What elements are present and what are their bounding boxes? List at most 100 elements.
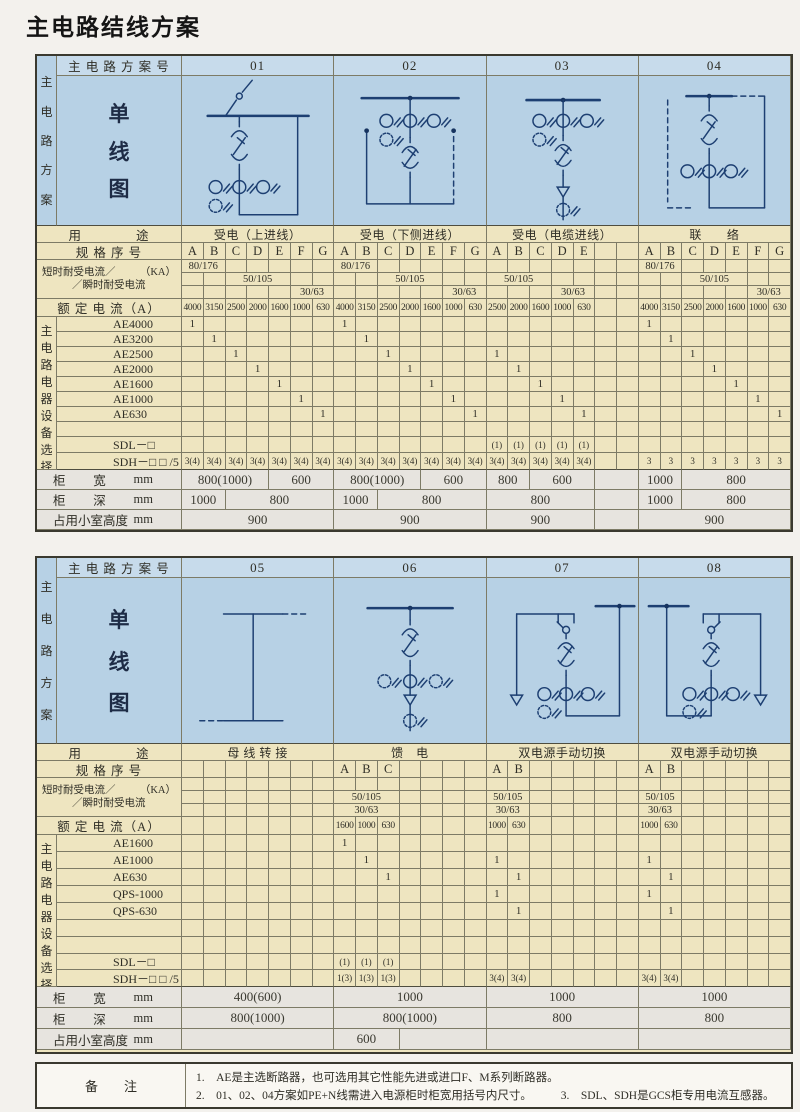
height-value-cell	[182, 1029, 335, 1050]
height-value-cell	[486, 1029, 639, 1050]
mark-cell	[769, 422, 791, 437]
withstand-empty-cell	[421, 791, 443, 804]
mark-cell	[769, 362, 791, 377]
row-label-withstand: 短时耐受电流／ （KA） ／瞬时耐受电流	[37, 778, 182, 817]
mark-cell	[725, 835, 748, 852]
sdl-value-cell	[508, 954, 530, 970]
mark-cell: 1	[508, 362, 530, 377]
mark-cell	[486, 332, 509, 347]
sdl-value-cell	[725, 437, 748, 453]
mark-cell	[269, 869, 291, 886]
withstand-empty-cell	[203, 791, 226, 804]
mark-cell: 1	[464, 407, 487, 422]
row-label-width: 柜宽 mm	[37, 987, 182, 1008]
row-label-height: 占用小室高度 mm	[37, 510, 182, 530]
withstand-empty-cell	[269, 804, 291, 817]
mark-cell	[399, 377, 422, 392]
rated-current-cell: 3150	[356, 299, 378, 317]
rated-current-cell	[464, 817, 487, 835]
notes-label: 备 注	[37, 1064, 186, 1107]
spec-letter-cell	[247, 761, 269, 778]
sdh-value-cell: 3(4)	[660, 970, 683, 987]
note-item-3: 3. SDL、SDH是GCS柜专用电流互感器。	[560, 1089, 775, 1102]
sdh-value-cell: 3(4)	[269, 453, 291, 470]
mark-cell	[464, 362, 487, 377]
mark-cell	[704, 347, 726, 362]
sdh-value-cell	[312, 970, 335, 987]
withstand-empty-cell	[682, 260, 704, 273]
mark-cell	[421, 332, 443, 347]
mark-cell	[334, 332, 356, 347]
spec-letter-cell: F	[747, 243, 770, 260]
withstand-empty-cell	[312, 273, 335, 286]
sdh-value-cell: 3(4)	[356, 453, 378, 470]
mark-cell	[443, 903, 465, 920]
mark-cell	[682, 920, 704, 937]
height-value-cell	[399, 1029, 487, 1050]
mark-cell	[377, 377, 400, 392]
mark-cell	[247, 852, 269, 869]
mark-cell	[421, 835, 443, 852]
mark-cell	[617, 362, 639, 377]
withstand-empty-cell	[443, 778, 465, 791]
spec-letter-cell: A	[638, 761, 661, 778]
mark-cell	[725, 869, 748, 886]
mark-cell	[508, 392, 530, 407]
mark-cell	[312, 392, 335, 407]
diagram-caption: 单线图	[57, 578, 182, 744]
equipment-name: AE630	[57, 407, 182, 422]
mark-cell	[247, 886, 269, 903]
mark-cell	[269, 362, 291, 377]
mark-cell	[312, 937, 335, 954]
rated-current-cell	[530, 817, 552, 835]
mark-cell	[290, 886, 313, 903]
mark-cell	[486, 422, 509, 437]
rated-current-cell: 1600	[421, 299, 443, 317]
mark-cell	[377, 835, 400, 852]
spec-letter-cell: A	[486, 243, 509, 260]
withstand-empty-cell	[508, 286, 530, 299]
rated-current-cell	[704, 817, 726, 835]
depth-value-cell: 1000	[638, 490, 683, 510]
row-label-width: 柜宽 mm	[37, 470, 182, 490]
mark-cell	[508, 407, 530, 422]
mark-cell	[182, 937, 204, 954]
spec-letter-cell: B	[660, 761, 683, 778]
sdh-value-cell	[203, 970, 226, 987]
mark-cell	[638, 332, 661, 347]
withstand-empty-cell	[334, 286, 356, 299]
mark-cell	[225, 407, 248, 422]
spec-letter-cell	[269, 761, 291, 778]
mark-cell	[486, 407, 509, 422]
withstand-empty-cell	[551, 273, 574, 286]
withstand-empty-cell	[421, 804, 443, 817]
mark-cell	[530, 362, 552, 377]
mark-cell	[290, 835, 313, 852]
depth-value-cell: 1000	[334, 490, 378, 510]
mark-cell	[551, 332, 574, 347]
mark-cell	[356, 377, 378, 392]
sdl-value-cell	[399, 437, 422, 453]
width-value-cell: 1000	[486, 987, 639, 1008]
mark-cell	[269, 332, 291, 347]
mark-cell	[573, 886, 596, 903]
equipment-name	[57, 920, 182, 937]
rated-current-cell	[617, 299, 639, 317]
mark-cell	[595, 362, 617, 377]
sdl-value-cell	[312, 954, 335, 970]
withstand-empty-cell	[464, 260, 487, 273]
mark-cell	[399, 347, 422, 362]
rated-current-cell	[595, 299, 617, 317]
withstand-empty-cell	[704, 260, 726, 273]
mark-cell	[508, 920, 530, 937]
scheme-number: 02	[334, 56, 487, 76]
row-label-sdh: SDH－□ □ /5	[57, 970, 182, 987]
spec-letter-cell	[290, 761, 313, 778]
mark-cell	[638, 377, 661, 392]
withstand-empty-cell	[399, 260, 422, 273]
mark-cell	[247, 920, 269, 937]
mark-cell	[464, 937, 487, 954]
mark-cell	[660, 422, 683, 437]
notes-box: 备 注 1. AE是主选断路器，也可选用其它性能先进或进口F、M系列断路器。 2…	[35, 1062, 793, 1109]
mark-cell	[660, 852, 683, 869]
